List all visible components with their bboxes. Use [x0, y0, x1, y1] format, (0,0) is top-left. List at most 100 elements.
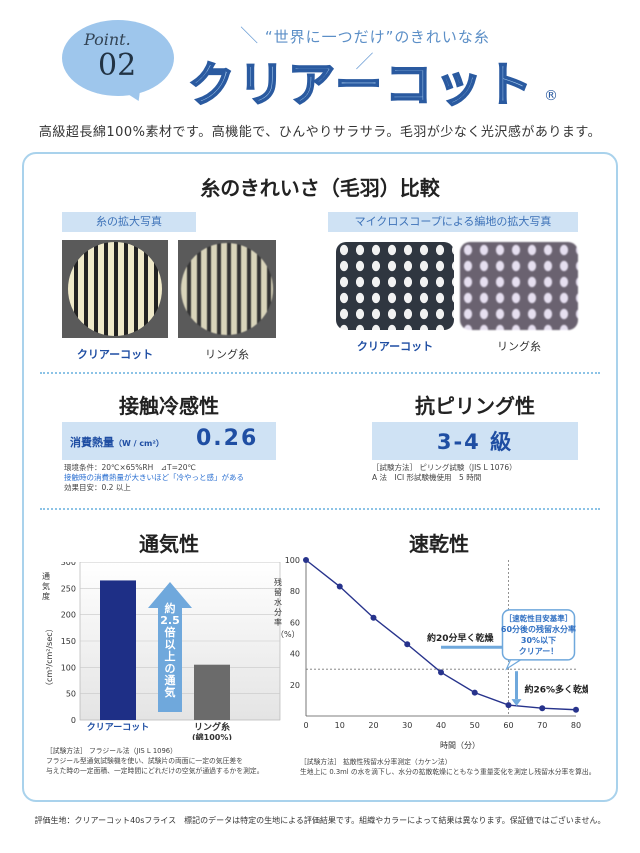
air-title: 通気性 — [139, 532, 199, 556]
air-ytick-label: 250 — [61, 584, 76, 593]
air-arrow-text: 約 — [165, 601, 176, 615]
pilling-note-2: A 法 ICI 形試験機使用 5 時間 — [372, 473, 482, 482]
divider-2 — [40, 508, 600, 510]
air-chart: 0 50 100 150 200 250 300 約 2.5 倍以上の通気 クリアーコット リング… — [42, 558, 282, 742]
dry-xtick-label: 10 — [335, 721, 345, 730]
air-note-2: フラジール型通気試験機を使い、試験片の両面に一定の気圧差を — [46, 757, 243, 765]
air-note-1: ［試験方法］ フラジール法（JIS L 1096） — [46, 747, 177, 755]
dry-ytick-label: 100 — [285, 556, 300, 565]
air-arrow-text: 上 — [165, 649, 176, 663]
air-arrow-text: 通 — [165, 674, 176, 687]
cool-note-3: 効果目安：0.2 以上 — [64, 483, 131, 492]
air-ytick-label: 300 — [61, 562, 76, 567]
cool-value: 0.26 — [196, 426, 259, 451]
dry-title: 速乾性 — [409, 532, 469, 556]
air-bar — [194, 664, 230, 720]
dry-criteria-line: 60分後の残留水分率 — [501, 624, 576, 634]
point-number: 02 — [98, 48, 137, 83]
registered-mark: ® — [544, 88, 558, 104]
air-category-label: リング糸 — [194, 721, 230, 733]
divider-1 — [40, 372, 600, 374]
dry-xtick-label: 50 — [470, 721, 480, 730]
dry-ytick-label: 60 — [290, 618, 300, 627]
dry-xtick-label: 80 — [571, 721, 581, 730]
dry-note-2: 生地上に 0.3ml の水を滴下し、水分の拡散乾燥にともなう重量変化を測定し残留… — [300, 768, 596, 776]
dry-note-1: ［試験方法］ 拡散性残留水分率測定（カケン法） — [300, 758, 452, 766]
dry-yunit: （%） — [276, 630, 300, 639]
air-arrow-text: 気 — [165, 685, 176, 699]
slash-left-icon: ＼ — [240, 26, 260, 47]
cool-metric-label: 消費熱量 — [70, 436, 114, 449]
dry-ytick-label: 40 — [290, 650, 300, 659]
air-ytick-label: 100 — [61, 663, 76, 672]
cool-metric: 消費熱量（W / cm²） — [70, 434, 164, 450]
dry-data-point — [370, 614, 377, 621]
air-ytick-label: 0 — [71, 716, 76, 725]
yarn-circle-ring — [181, 243, 273, 335]
dry-criteria-line: ［速乾性目安基準］ — [505, 613, 573, 623]
dry-more-label: 約26%多く乾燥 — [525, 684, 589, 696]
point-word: Point. — [84, 30, 131, 49]
micro-photo-tag: マイクロスコープによる編地の拡大写真 — [328, 212, 578, 232]
cool-title: 接触冷感性 — [119, 394, 219, 418]
yarn-label-clear: クリアーコット — [76, 348, 154, 361]
yarn-photo-ring — [178, 240, 276, 338]
dry-data-point — [336, 583, 343, 590]
dry-data-point — [303, 557, 309, 563]
dry-fast-label-bg — [423, 631, 515, 644]
pilling-value: 3-4 級 — [436, 430, 514, 454]
dry-data-point — [404, 641, 411, 648]
dry-data-point — [471, 689, 478, 696]
dry-data-point — [438, 669, 444, 676]
tagline: 高級超長綿100%素材です。高機能で、ひんやりサラサラ。毛羽が少なく光沢感があり… — [38, 125, 602, 140]
cool-note-2: 接触時の消費熱量が大きいほど「冷やっと感」がある — [64, 473, 244, 482]
air-ytick-label: 200 — [61, 611, 76, 620]
dry-ytick-label: 80 — [290, 587, 300, 596]
slogan-text: “世界に一つだけ”のきれいな糸 — [264, 28, 490, 46]
dry-xtick-label: 20 — [368, 721, 378, 730]
knit-photo-ring — [460, 242, 578, 330]
air-ytick-label: 150 — [61, 637, 76, 646]
pilling-title: 抗ピリング性 — [415, 394, 535, 418]
yarn-circle-clear — [68, 242, 162, 336]
fluff-title: 糸のきれいさ（毛羽）比較 — [200, 176, 440, 200]
dry-criteria-tail — [505, 659, 523, 671]
dry-data-point — [505, 702, 512, 709]
pilling-note-1: ［試験方法］ ピリング試験（JIS L 1076） — [372, 463, 517, 472]
dry-ytick-label: 20 — [290, 681, 300, 690]
air-arrow-text: 以 — [165, 638, 176, 651]
dry-chart-svg: 20 40 60 80 100 0 10 20 30 40 50 60 70 80 約20分早く乾燥約26… — [285, 556, 592, 730]
knit-photo-clear — [336, 242, 454, 330]
dry-more-arrowhead-icon — [511, 699, 522, 707]
dry-criteria-line: 30%以下 — [521, 636, 556, 645]
dry-chart: 20 40 60 80 100 0 10 20 30 40 50 60 70 80 約20分早く乾燥 約26… — [270, 552, 592, 748]
point-bubble — [62, 20, 174, 96]
knit-label-ring: リング糸 — [497, 340, 541, 353]
dry-xtick-label: 60 — [503, 721, 513, 730]
air-arrow-text: の — [165, 662, 176, 675]
dry-ylabel: 残留水分率 — [274, 578, 282, 627]
air-arrow-text: 倍 — [165, 625, 176, 639]
air-arrow-text: 2.5 — [160, 614, 180, 627]
air-category-label: (綿100%) — [192, 732, 232, 740]
cool-metric-unit: （W / cm²） — [114, 439, 164, 448]
air-bar — [100, 580, 136, 720]
yarn-photo-tag: 糸の拡大写真 — [62, 212, 196, 232]
air-ytick-label: 50 — [66, 690, 76, 699]
air-category-label: クリアーコット — [87, 722, 149, 733]
pilling-value-bar — [372, 422, 578, 460]
dry-criteria-line: クリアー！ — [519, 646, 559, 656]
cool-note-1: 環境条件：20℃×65%RH ⊿T=20℃ — [64, 463, 196, 472]
yarn-label-ring: リング糸 — [205, 348, 249, 361]
air-arrow-icon — [148, 582, 192, 712]
brand-title: クリアーコット — [187, 57, 536, 114]
slash-right-icon: ／ — [355, 52, 375, 73]
dry-xtick-label: 30 — [402, 721, 412, 730]
dry-data-point — [539, 705, 546, 712]
dry-xlabel: 時間（分） — [440, 741, 480, 750]
air-note-3: 与えた時の一定面積、一定時間にどれだけの空気が通過するかを測定。 — [46, 767, 264, 775]
footer-note: 評価生地：クリアーコット40sフライス 標記のデータは特定の生地による評価結果で… — [34, 816, 606, 825]
dry-fast-label: 約20分早く乾燥 — [427, 632, 495, 644]
dry-data-point — [573, 706, 579, 713]
